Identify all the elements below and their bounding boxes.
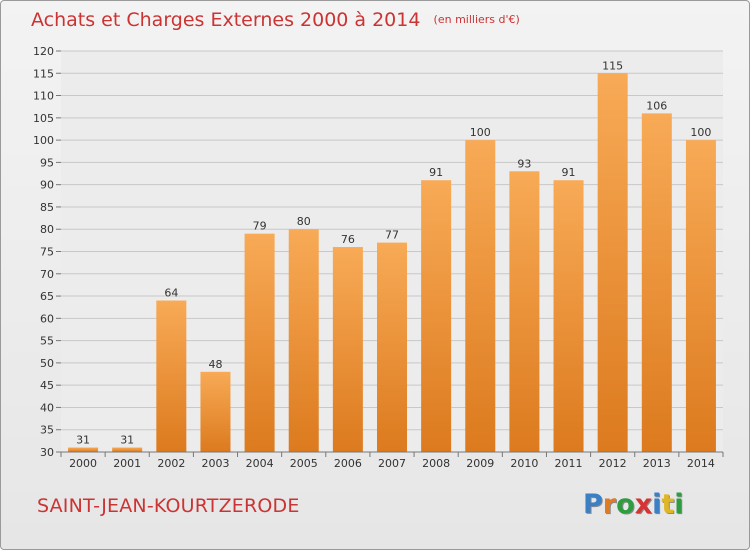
y-tick-label: 100 bbox=[33, 134, 54, 147]
bar-2011 bbox=[553, 180, 584, 452]
y-tick-label: 80 bbox=[40, 223, 54, 236]
bar-2006 bbox=[332, 247, 363, 452]
data-label-2005: 80 bbox=[297, 215, 311, 228]
y-tick-label: 120 bbox=[33, 45, 54, 58]
logo-letter: i bbox=[674, 489, 684, 520]
bar-2008 bbox=[421, 180, 452, 452]
bar-2002 bbox=[156, 300, 187, 452]
bar-2009 bbox=[465, 140, 496, 452]
data-label-2012: 115 bbox=[602, 59, 623, 72]
chart-title: Achats et Charges Externes 2000 à 2014 bbox=[31, 9, 421, 31]
data-label-2011: 91 bbox=[562, 166, 576, 179]
y-tick-label: 110 bbox=[33, 90, 54, 103]
data-label-2001: 31 bbox=[120, 434, 134, 447]
x-tick-label-2007: 2007 bbox=[378, 457, 406, 470]
logo-letter: t bbox=[661, 489, 675, 520]
y-tick-label: 50 bbox=[40, 357, 54, 370]
logo-letter: o bbox=[616, 489, 635, 520]
data-label-2007: 77 bbox=[385, 229, 399, 242]
y-tick-label: 70 bbox=[40, 268, 54, 281]
x-tick-label-2013: 2013 bbox=[643, 457, 671, 470]
data-label-2002: 64 bbox=[164, 287, 178, 300]
y-tick-label: 85 bbox=[40, 201, 54, 214]
x-tick-label-2001: 2001 bbox=[113, 457, 141, 470]
x-tick-label-2012: 2012 bbox=[599, 457, 627, 470]
y-tick-label: 95 bbox=[40, 156, 54, 169]
data-label-2013: 106 bbox=[646, 99, 667, 112]
x-tick-label-2005: 2005 bbox=[290, 457, 318, 470]
x-tick-label-2009: 2009 bbox=[466, 457, 494, 470]
y-tick-label: 75 bbox=[40, 246, 54, 259]
data-label-2000: 31 bbox=[76, 434, 90, 447]
logo-letter: P bbox=[583, 489, 603, 520]
x-tick-label-2014: 2014 bbox=[687, 457, 715, 470]
chart-subtitle: (en milliers d'€) bbox=[433, 13, 520, 26]
x-tick-label-2003: 2003 bbox=[201, 457, 229, 470]
y-tick-label: 45 bbox=[40, 379, 54, 392]
bar-2004 bbox=[244, 233, 275, 452]
y-tick-label: 30 bbox=[40, 446, 54, 459]
data-label-2010: 93 bbox=[517, 157, 531, 170]
bars: 31 31 64 48 79 80 76 77 91 100 93 91 115 106 100 bbox=[68, 59, 716, 453]
data-label-2004: 79 bbox=[253, 220, 267, 233]
bar-2010 bbox=[509, 171, 540, 453]
data-label-2009: 100 bbox=[470, 126, 491, 139]
bar-2005 bbox=[288, 229, 319, 452]
y-tick-label: 115 bbox=[33, 67, 54, 80]
x-tick-label-2011: 2011 bbox=[555, 457, 583, 470]
y-tick-label: 105 bbox=[33, 112, 54, 125]
y-tick-label: 60 bbox=[40, 312, 54, 325]
bar-2003 bbox=[200, 371, 231, 452]
title-row: Achats et Charges Externes 2000 à 2014 (… bbox=[31, 9, 520, 35]
logo-letter: r bbox=[602, 489, 617, 520]
bar-2001 bbox=[112, 447, 143, 452]
logo-letter: i bbox=[652, 489, 662, 520]
bar-2000 bbox=[68, 447, 99, 452]
x-tick-label-2010: 2010 bbox=[510, 457, 538, 470]
x-tick-label-2006: 2006 bbox=[334, 457, 362, 470]
x-tick-label-2008: 2008 bbox=[422, 457, 450, 470]
data-label-2014: 100 bbox=[690, 126, 711, 139]
x-axis-ticks: 2000 2001 2002 2003 2004 2005 2006 2007 2008 2009… bbox=[60, 452, 724, 470]
bar-2014 bbox=[685, 140, 716, 452]
bar-2013 bbox=[641, 113, 672, 452]
proxiti-logo: Proxiti bbox=[583, 489, 684, 520]
x-tick-label-2004: 2004 bbox=[246, 457, 274, 470]
x-tick-label-2000: 2000 bbox=[69, 457, 97, 470]
x-tick-label-2002: 2002 bbox=[157, 457, 185, 470]
y-tick-label: 55 bbox=[40, 335, 54, 348]
y-tick-label: 35 bbox=[40, 424, 54, 437]
bar-2012 bbox=[597, 73, 628, 453]
y-tick-label: 65 bbox=[40, 290, 54, 303]
data-label-2008: 91 bbox=[429, 166, 443, 179]
y-axis-ticks: 30 35 40 45 50 55 60 65 70 75 80 85 90 95 100 105 110 115… bbox=[33, 45, 61, 459]
data-label-2006: 76 bbox=[341, 233, 355, 246]
data-label-2003: 48 bbox=[208, 358, 222, 371]
logo-letter: x bbox=[634, 489, 653, 520]
y-tick-label: 90 bbox=[40, 179, 54, 192]
y-tick-label: 40 bbox=[40, 401, 54, 414]
bar-2007 bbox=[376, 242, 408, 452]
commune-name: SAINT-JEAN-KOURTZERODE bbox=[37, 495, 300, 517]
